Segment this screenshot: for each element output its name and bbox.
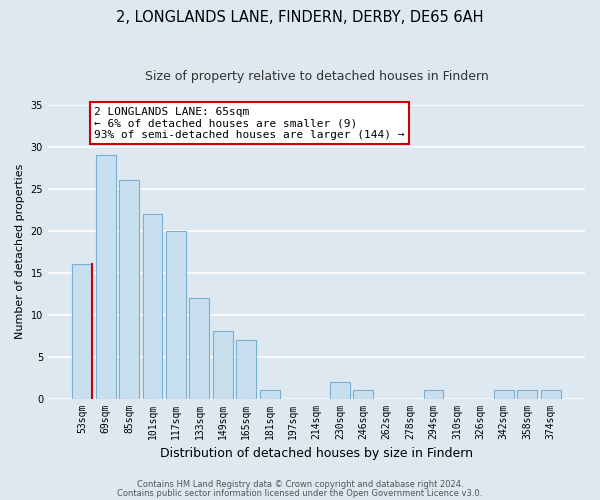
X-axis label: Distribution of detached houses by size in Findern: Distribution of detached houses by size … <box>160 447 473 460</box>
Text: 2 LONGLANDS LANE: 65sqm
← 6% of detached houses are smaller (9)
93% of semi-deta: 2 LONGLANDS LANE: 65sqm ← 6% of detached… <box>94 106 404 140</box>
Bar <box>166 231 186 398</box>
Bar <box>236 340 256 398</box>
Bar <box>190 298 209 398</box>
Y-axis label: Number of detached properties: Number of detached properties <box>15 164 25 340</box>
Bar <box>494 390 514 398</box>
Bar <box>213 332 233 398</box>
Bar <box>119 180 139 398</box>
Text: 2, LONGLANDS LANE, FINDERN, DERBY, DE65 6AH: 2, LONGLANDS LANE, FINDERN, DERBY, DE65 … <box>116 10 484 25</box>
Bar <box>260 390 280 398</box>
Bar <box>424 390 443 398</box>
Bar <box>517 390 537 398</box>
Bar <box>96 156 116 398</box>
Bar <box>330 382 350 398</box>
Title: Size of property relative to detached houses in Findern: Size of property relative to detached ho… <box>145 70 488 83</box>
Text: Contains HM Land Registry data © Crown copyright and database right 2024.: Contains HM Land Registry data © Crown c… <box>137 480 463 489</box>
Text: Contains public sector information licensed under the Open Government Licence v3: Contains public sector information licen… <box>118 490 482 498</box>
Bar <box>73 264 92 398</box>
Bar <box>541 390 560 398</box>
Bar <box>143 214 163 398</box>
Bar <box>353 390 373 398</box>
